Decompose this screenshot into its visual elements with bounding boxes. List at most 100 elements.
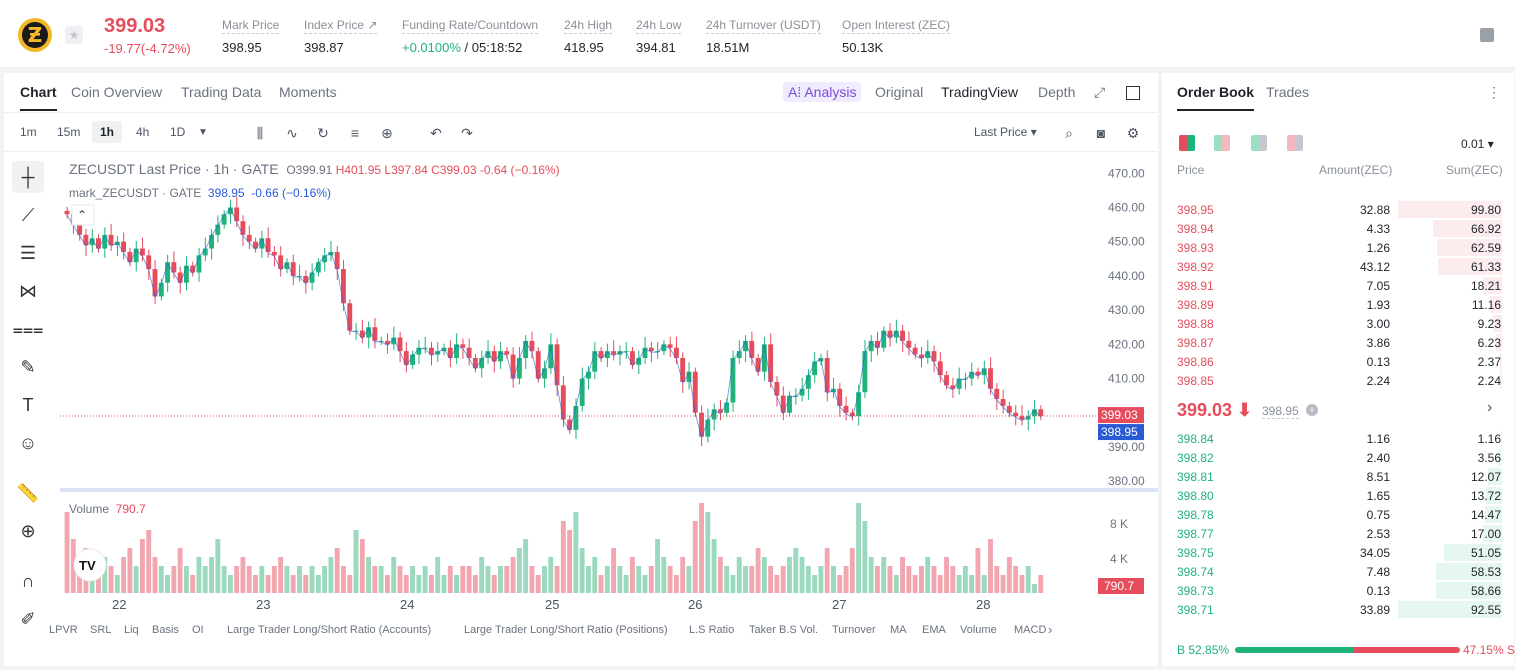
sell-ratio: 47.15% S (1462, 643, 1515, 657)
price-type-select[interactable]: Last Price ▾ (974, 125, 1037, 139)
bid-row[interactable]: 398.71 33.89 92.55 (1162, 600, 1514, 619)
bid-row[interactable]: 398.75 34.05 51.05 (1162, 543, 1514, 562)
tf-1d[interactable]: 1D (170, 125, 186, 139)
ind-ltlsr-positions[interactable]: Large Trader Long/Short Ratio (Positions… (464, 624, 668, 636)
templates-icon[interactable]: ≡ (350, 125, 360, 141)
ind-turnover[interactable]: Turnover (832, 624, 876, 636)
tick-size-select[interactable]: 0.01 ▾ (1461, 137, 1494, 151)
timeframe-dropdown-icon[interactable]: ▼ (198, 127, 208, 138)
search-icon[interactable]: ⌕ (1065, 125, 1073, 141)
expand-icon[interactable]: ⤢ (1094, 84, 1106, 100)
tab-trades[interactable]: Trades (1266, 84, 1310, 100)
book-view-bids-icon[interactable] (1251, 135, 1267, 151)
ind-srl[interactable]: SRL (90, 624, 112, 636)
view-original[interactable]: Original (875, 84, 924, 100)
bid-row[interactable]: 398.73 0.13 58.66 (1162, 581, 1514, 600)
chevron-right-icon[interactable]: › (1487, 399, 1493, 416)
ruler-icon[interactable]: 📏 (16, 482, 40, 503)
book-price: 398.94 (1177, 222, 1214, 236)
settings-gear-icon[interactable]: ⚙ (1126, 125, 1140, 141)
brush-icon[interactable]: ✎ (20, 356, 36, 377)
y-tick-label: 390.00 (1108, 440, 1145, 454)
bid-row[interactable]: 398.84 1.16 1.16 (1162, 429, 1514, 448)
tab-trading-data[interactable]: Trading Data (181, 84, 262, 100)
ind-lpvr[interactable]: LPVR (49, 624, 78, 636)
indicators-icon[interactable]: ∿ (286, 125, 298, 141)
fib-icon[interactable]: ⩶ (12, 318, 44, 339)
ask-row[interactable]: 398.87 3.86 6.23 (1162, 333, 1514, 352)
bid-row[interactable]: 398.80 1.65 13.72 (1162, 486, 1514, 505)
ind-volume[interactable]: Volume (960, 624, 997, 636)
ask-row[interactable]: 398.91 7.05 18.21 (1162, 276, 1514, 295)
emoji-icon[interactable]: ☺ (18, 432, 38, 453)
tf-1h[interactable]: 1h (92, 121, 123, 143)
tf-4h[interactable]: 4h (136, 125, 150, 139)
x-tick-label: 22 (112, 597, 126, 612)
tab-moments[interactable]: Moments (279, 84, 337, 100)
candle-type-icon[interactable]: ⫼ (256, 125, 264, 141)
volume-bar (341, 566, 346, 593)
ind-ltlsr-accounts[interactable]: Large Trader Long/Short Ratio (Accounts) (227, 624, 432, 636)
ai-analysis-button[interactable]: A⁞ Analysis (783, 82, 862, 102)
candle-body (667, 344, 673, 348)
view-depth[interactable]: Depth (1038, 84, 1076, 100)
tab-chart[interactable]: Chart (20, 84, 57, 111)
ask-row[interactable]: 398.95 32.88 99.80 (1162, 200, 1514, 219)
ask-row[interactable]: 398.92 43.12 61.33 (1162, 257, 1514, 276)
replay-icon[interactable]: ↻ (317, 125, 329, 141)
add-alert-icon[interactable]: ⊕ (381, 125, 393, 141)
crosshair-icon[interactable]: ┼ (12, 161, 44, 193)
volume-bar (994, 566, 1000, 593)
ind-taker-bs[interactable]: Taker B.S Vol. (749, 624, 819, 636)
window-icon[interactable] (1126, 86, 1140, 100)
favorite-star-icon[interactable]: ★ (65, 26, 83, 44)
redo-icon[interactable]: ↷ (461, 125, 473, 141)
bid-row[interactable]: 398.74 7.48 58.53 (1162, 562, 1514, 581)
tf-1m[interactable]: 1m (20, 125, 37, 139)
bid-row[interactable]: 398.82 2.40 3.56 (1162, 448, 1514, 467)
ask-row[interactable]: 398.86 0.13 2.37 (1162, 352, 1514, 371)
ask-row[interactable]: 398.88 3.00 9.23 (1162, 314, 1514, 333)
candle-body (535, 351, 541, 379)
ind-macd[interactable]: MACD (1014, 624, 1047, 636)
book-view-asks-icon[interactable] (1287, 135, 1303, 151)
view-tradingview[interactable]: TradingView (941, 84, 1019, 100)
index-price-stat[interactable]: Index Price ↗ 398.87 (304, 18, 378, 55)
candle-body (787, 395, 792, 413)
more-menu-icon[interactable]: ⋮ (1487, 84, 1501, 100)
tab-coin-overview[interactable]: Coin Overview (71, 84, 163, 100)
volume-bar (573, 512, 579, 593)
bid-row[interactable]: 398.77 2.53 17.00 (1162, 524, 1514, 543)
ask-row[interactable]: 398.93 1.26 62.59 (1162, 238, 1514, 257)
book-view-split-icon[interactable] (1214, 135, 1230, 151)
mark-price-stat: Mark Price 398.95 (222, 18, 280, 55)
tab-order-book[interactable]: Order Book (1177, 84, 1255, 111)
indicator-scroll-right-icon[interactable]: › (1048, 622, 1053, 637)
zoom-in-icon[interactable]: ⊕ (20, 520, 36, 541)
magnet-icon[interactable]: ∩ (21, 570, 35, 591)
ask-row[interactable]: 398.94 4.33 66.92 (1162, 219, 1514, 238)
price-chart[interactable]: 470.00 460.00 450.00 440.00 430.00 420.00 410.… (4, 153, 1158, 666)
ask-row[interactable]: 398.89 1.93 11.16 (1162, 295, 1514, 314)
ind-oi[interactable]: OI (192, 624, 204, 636)
pencil-lock-icon[interactable]: ✐ (20, 608, 36, 629)
text-icon[interactable]: T (22, 394, 34, 415)
book-view-both-icon[interactable] (1179, 135, 1195, 151)
ind-basis[interactable]: Basis (152, 624, 179, 636)
volume-bar (96, 566, 101, 593)
camera-icon[interactable]: ◙ (1096, 125, 1106, 141)
ind-ls-ratio[interactable]: L.S Ratio (689, 624, 735, 636)
ind-ma[interactable]: MA (890, 624, 907, 636)
ask-row[interactable]: 398.85 2.24 2.24 (1162, 371, 1514, 390)
ind-ema[interactable]: EMA (922, 624, 946, 636)
ind-liq[interactable]: Liq (124, 624, 139, 636)
book-icon[interactable] (1480, 28, 1494, 42)
trendline-icon[interactable]: ⟋ (21, 204, 35, 225)
pattern-icon[interactable]: ⋈ (19, 280, 37, 301)
undo-icon[interactable]: ↶ (430, 125, 442, 141)
bid-row[interactable]: 398.78 0.75 14.47 (1162, 505, 1514, 524)
horizontal-lines-icon[interactable]: ☰ (19, 242, 37, 263)
bid-row[interactable]: 398.81 8.51 12.07 (1162, 467, 1514, 486)
mark-info-icon[interactable]: + (1306, 404, 1318, 416)
tf-15m[interactable]: 15m (57, 125, 81, 139)
